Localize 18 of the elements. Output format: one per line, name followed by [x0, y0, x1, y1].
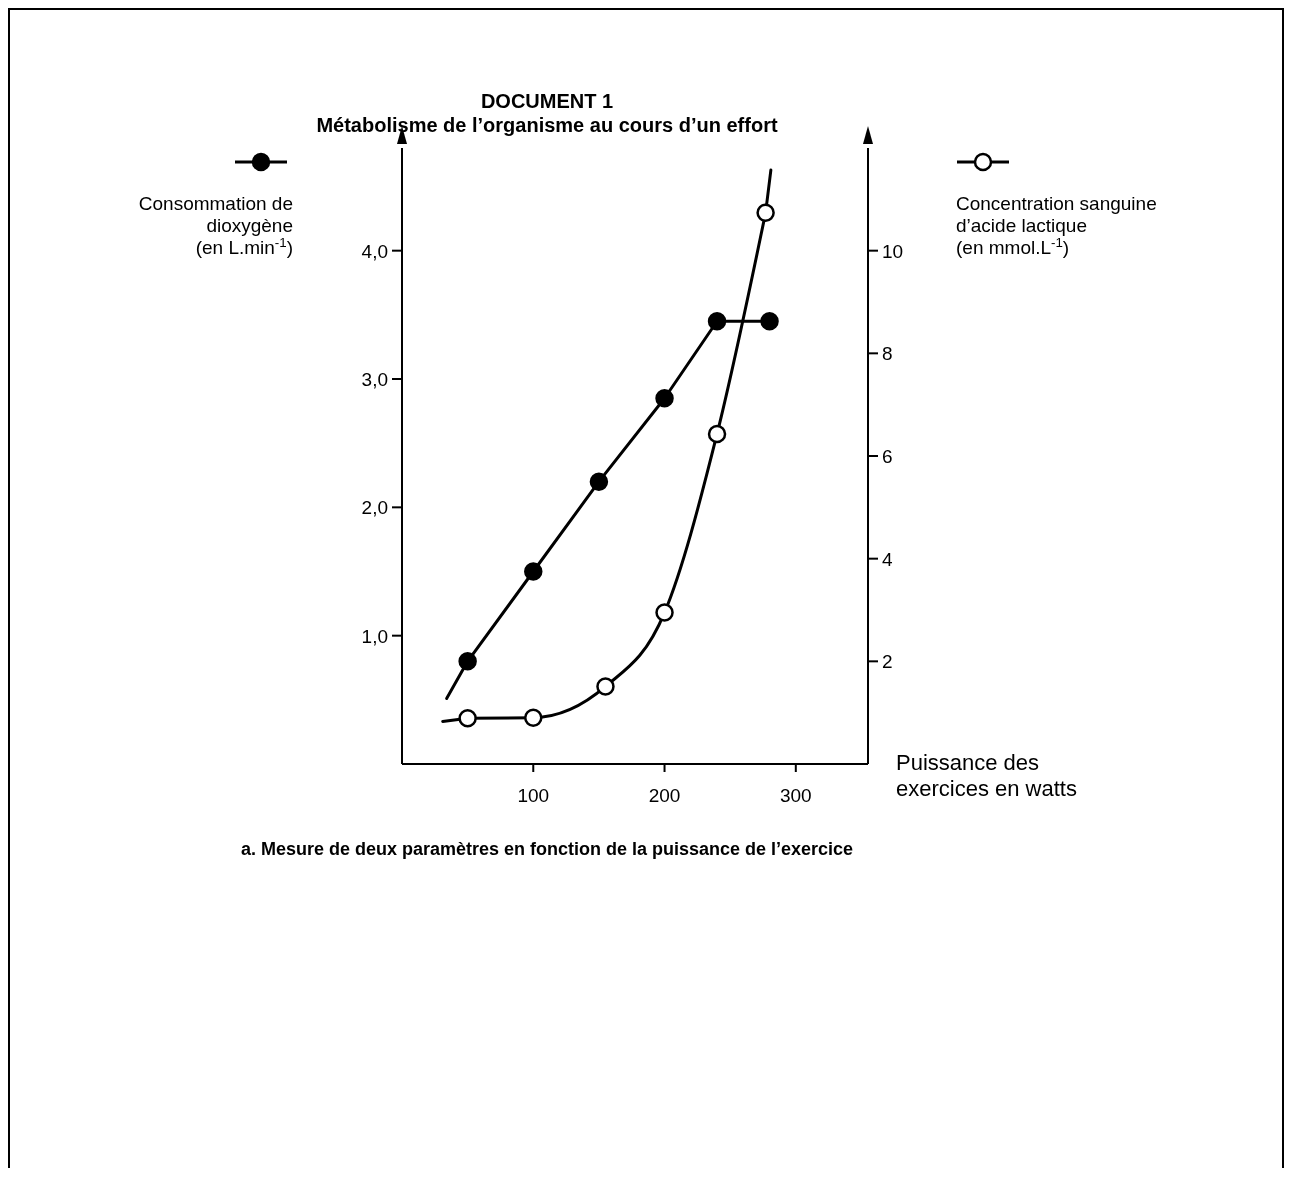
- y2-tick-label: 6: [882, 446, 893, 467]
- text: a. Mesure de deux paramètres en fonction de la puissance de l’exercice: [240, 839, 854, 859]
- x-tick-label: 300: [779, 785, 812, 806]
- x-tick-label: 100: [517, 785, 550, 806]
- chart-title: DOCUMENT 1: [480, 90, 614, 112]
- y-tick-label: 1,0: [361, 625, 388, 647]
- chart-subtitle: Métabolisme de l’organisme au cours d’un effort: [316, 114, 778, 136]
- y2-tick-label: 8: [882, 343, 893, 365]
- y2-tick-label: 10: [882, 240, 904, 262]
- y-tick-label: 3,0: [361, 369, 388, 390]
- y2-tick-label: 4: [882, 548, 893, 570]
- y-tick-label: 2,0: [361, 497, 388, 519]
- y2-tick-label: 2: [882, 651, 893, 673]
- y-axis-title: Consommation de dioxygène (en L.min$^{-1}$): [138, 193, 293, 258]
- x-tick-label: 200: [648, 785, 681, 806]
- y-tick-label: 4,0: [361, 240, 388, 262]
- x-axis-title: Puissance des exercices en watts: [896, 750, 1077, 801]
- y2-axis-title: Concentration sanguine d’acide lactique (en mmol.L$^{-1}$): [956, 193, 1157, 258]
